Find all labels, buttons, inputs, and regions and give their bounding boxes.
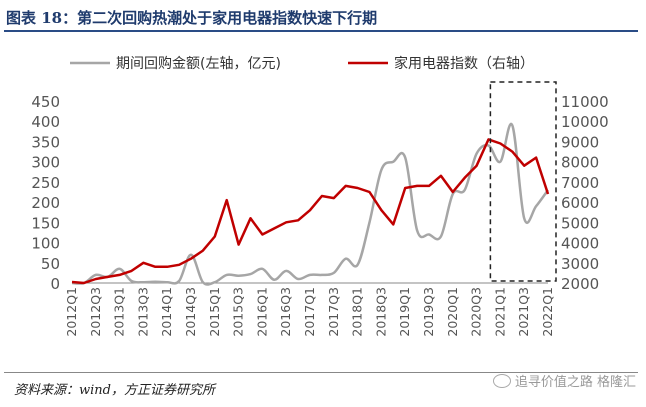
x-tick-label: 2018Q1 xyxy=(350,287,365,337)
x-tick-label: 2014Q3 xyxy=(183,287,198,337)
x-tick-label: 2018Q3 xyxy=(373,287,388,337)
figure-title: 图表 18：第二次回购热潮处于家用电器指数快速下行期 xyxy=(6,9,378,27)
wechat-icon xyxy=(492,374,511,388)
y-right-tick-label: 5000 xyxy=(561,214,599,232)
x-tick-label: 2020Q3 xyxy=(469,287,484,337)
x-tick-label: 2016Q3 xyxy=(278,287,293,337)
x-tick-label: 2012Q3 xyxy=(88,287,103,337)
x-tick-label: 2017Q3 xyxy=(326,287,341,337)
series-line-index xyxy=(71,138,550,285)
y-left-tick-label: 450 xyxy=(31,93,60,111)
watermark-text: 追寻价值之路 格隆汇 xyxy=(514,375,636,390)
y-right-tick-label: 6000 xyxy=(561,194,599,212)
y-left-tick-label: 200 xyxy=(31,194,60,212)
y-left-tick-label: 150 xyxy=(31,214,60,232)
y-right-tick-label: 3000 xyxy=(561,255,599,273)
y-right-tick-label: 4000 xyxy=(561,235,599,253)
x-tick-label: 2021Q1 xyxy=(492,287,507,337)
x-tick-label: 2012Q1 xyxy=(64,287,79,337)
y-right-tick-label: 9000 xyxy=(561,133,599,151)
title-rule xyxy=(4,30,638,32)
x-tick-label: 2014Q1 xyxy=(159,287,174,337)
highlight-box xyxy=(489,81,557,282)
x-tick-label: 2013Q3 xyxy=(135,287,150,337)
y-left-tick-label: 0 xyxy=(50,275,60,293)
y-right-tick-label: 8000 xyxy=(561,154,599,172)
x-tick-label: 2015Q1 xyxy=(207,287,222,337)
legend-label-2: 家用电器指数（右轴） xyxy=(394,55,534,72)
legend-label-1: 期间回购金额(左轴，亿元) xyxy=(116,56,281,72)
x-tick-label: 2020Q1 xyxy=(445,287,460,337)
x-tick-label: 2015Q3 xyxy=(231,287,246,337)
y-right-tick-label: 2000 xyxy=(561,275,599,293)
y-right-tick-label: 10000 xyxy=(561,113,609,131)
y-left-tick-label: 50 xyxy=(41,255,60,273)
watermark: 追寻价值之路 格隆汇 xyxy=(492,371,636,390)
bottom-rule xyxy=(4,372,638,373)
y-left-tick-label: 400 xyxy=(31,113,60,131)
y-right-tick-label: 7000 xyxy=(561,174,599,192)
y-left-tick-label: 300 xyxy=(31,154,60,172)
source-note: 资料来源：wind，方正证券研究所 xyxy=(14,383,215,398)
x-tick-label: 2016Q1 xyxy=(254,287,269,337)
x-tick-label: 2019Q3 xyxy=(421,287,436,337)
y-left-tick-label: 350 xyxy=(31,133,60,151)
x-tick-label: 2013Q1 xyxy=(112,287,127,337)
y-left-tick-label: 100 xyxy=(31,235,60,253)
y-right-tick-label: 11000 xyxy=(561,93,609,111)
x-tick-label: 2017Q1 xyxy=(302,287,317,337)
y-left-tick-label: 250 xyxy=(31,174,60,192)
series-line-buyback xyxy=(71,122,550,286)
x-tick-label: 2021Q3 xyxy=(516,287,531,337)
x-tick-label: 2022Q1 xyxy=(540,287,555,337)
x-tick-label: 2019Q1 xyxy=(397,287,412,337)
